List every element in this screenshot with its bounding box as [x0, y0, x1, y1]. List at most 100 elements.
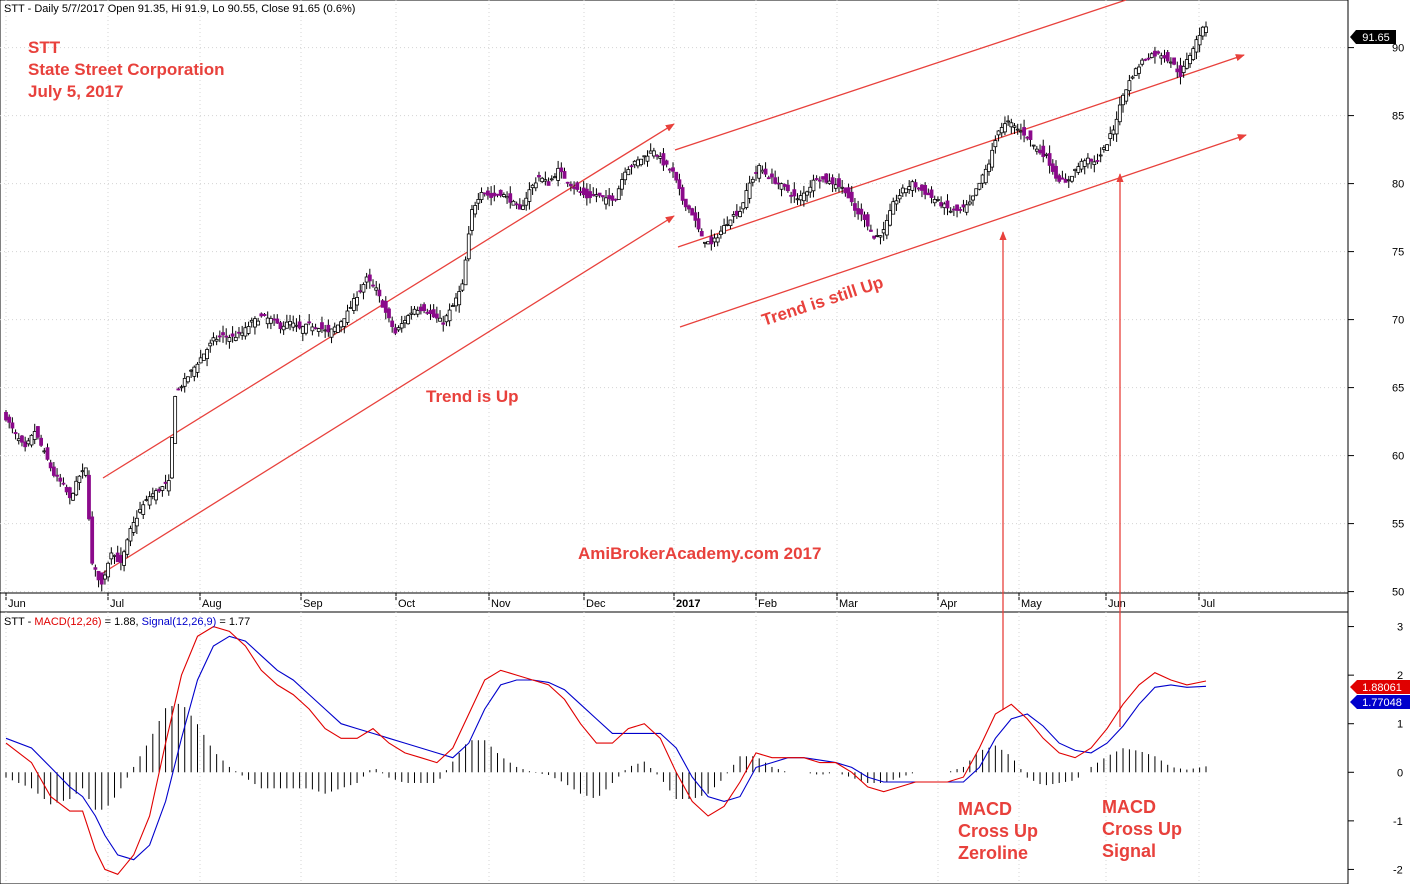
candle	[728, 219, 733, 230]
candle	[380, 299, 385, 308]
candle	[533, 177, 538, 192]
candle	[87, 470, 91, 521]
candle	[936, 196, 940, 203]
candle	[67, 486, 72, 505]
candle	[853, 197, 857, 218]
candle	[693, 206, 698, 228]
grid-lines	[0, 0, 1348, 884]
macd-header: STT - MACD(12,26) = 1.88, Signal(12,26,9…	[4, 616, 250, 628]
candle	[268, 315, 273, 330]
candle	[696, 211, 701, 233]
candle	[399, 315, 404, 333]
macd-tick-label: -1	[1393, 816, 1403, 828]
candle	[894, 194, 899, 211]
candle	[1117, 97, 1122, 126]
candle	[763, 162, 768, 178]
candle	[568, 181, 573, 192]
candle	[706, 241, 711, 245]
candle	[1194, 35, 1199, 60]
annotation-macd-signal-2: Cross Up	[1102, 819, 1182, 839]
candle	[690, 207, 695, 216]
candle	[738, 206, 742, 218]
candle	[224, 328, 229, 345]
month-label: May	[1021, 598, 1042, 610]
candle	[498, 189, 503, 198]
candle	[176, 387, 181, 391]
candle	[93, 564, 98, 577]
candle	[275, 314, 280, 324]
candle	[546, 177, 551, 186]
candle	[441, 315, 446, 332]
candle	[147, 491, 152, 510]
candle	[179, 384, 184, 392]
candle	[1181, 60, 1186, 78]
candle	[655, 154, 659, 160]
candle	[722, 218, 726, 234]
candle	[1146, 53, 1151, 61]
candle	[1165, 50, 1170, 64]
candle	[377, 283, 382, 303]
candle	[747, 175, 752, 204]
candle	[77, 475, 82, 491]
candle	[473, 201, 478, 218]
candle	[297, 314, 302, 330]
candle	[792, 182, 797, 203]
price-tick-label: 65	[1392, 383, 1404, 395]
candle	[868, 224, 873, 232]
candle	[1153, 46, 1157, 64]
candle	[575, 181, 580, 192]
candle	[680, 184, 685, 205]
candle	[457, 285, 462, 313]
candle	[837, 173, 841, 193]
candle	[770, 168, 774, 184]
price-tick-label: 60	[1392, 451, 1404, 463]
candle	[1089, 158, 1094, 169]
candle	[125, 537, 130, 558]
candle	[447, 303, 452, 327]
candle	[1041, 139, 1046, 163]
candle	[948, 207, 953, 214]
candle	[326, 319, 331, 337]
candle	[891, 197, 896, 215]
month-label: Jun	[8, 598, 26, 610]
candle	[415, 306, 420, 318]
candle	[13, 429, 18, 440]
candle	[1124, 89, 1129, 105]
candle	[872, 235, 876, 240]
candle	[664, 159, 669, 168]
candle	[1060, 170, 1065, 180]
candle	[460, 279, 465, 292]
candle	[1028, 130, 1033, 147]
candle	[128, 525, 133, 547]
candle	[361, 282, 366, 300]
candle	[1098, 147, 1103, 163]
annotation-date: July 5, 2017	[28, 82, 123, 101]
candle	[36, 426, 40, 440]
candle	[131, 516, 136, 536]
candle	[61, 477, 66, 486]
macd-tick-label: 0	[1397, 767, 1403, 779]
month-label: Nov	[491, 598, 511, 610]
candle	[7, 414, 12, 429]
candle	[805, 190, 809, 203]
candle	[677, 173, 682, 196]
candle	[562, 167, 567, 179]
candle	[154, 488, 158, 505]
macd-last-value-tag: 1.88061 1.77048	[1350, 680, 1410, 709]
candle	[29, 434, 34, 448]
candle	[651, 147, 656, 159]
candle	[913, 179, 918, 193]
month-label: Mar	[839, 598, 858, 610]
candle	[434, 306, 439, 323]
candle	[744, 183, 749, 210]
macd-tick-label: -2	[1393, 864, 1403, 876]
candle	[1114, 111, 1119, 142]
candle	[313, 323, 318, 330]
candle	[629, 164, 634, 175]
candle	[106, 561, 111, 582]
candle	[304, 323, 308, 336]
candle	[600, 195, 605, 202]
candle	[205, 347, 209, 367]
candle	[773, 170, 778, 185]
candle	[383, 296, 388, 320]
